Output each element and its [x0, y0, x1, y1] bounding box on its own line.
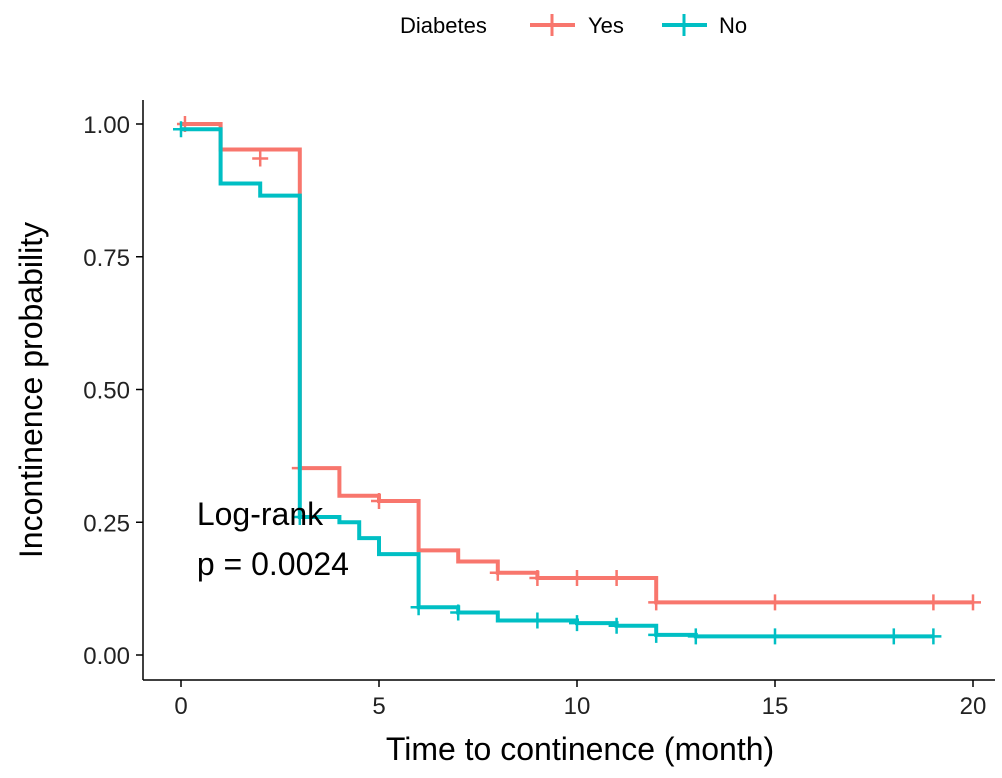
- y-tick-label: 0.50: [83, 378, 130, 405]
- censor-mark-no: [767, 628, 783, 645]
- censor-mark-yes: [608, 570, 625, 587]
- censor-mark-yes: [648, 594, 665, 611]
- x-ticks: 0 5 10 15 20: [174, 680, 986, 720]
- censor-mark-no: [410, 599, 427, 616]
- censor-mark-yes: [371, 493, 387, 510]
- censor-mark-yes: [965, 594, 981, 611]
- censor-mark-no: [173, 121, 189, 138]
- axes: [142, 100, 995, 681]
- series-yes: [176, 116, 981, 611]
- legend-title: Diabetes: [400, 13, 487, 38]
- censor-mark-yes: [925, 594, 942, 611]
- x-tick-label: 20: [960, 693, 987, 720]
- x-axis-title: Time to continence (month): [386, 731, 774, 767]
- censor-mark-yes: [489, 564, 506, 581]
- censor-mark-yes: [767, 594, 783, 611]
- legend-label-no: No: [719, 13, 747, 38]
- y-tick-label: 0.00: [83, 643, 130, 670]
- censor-mark-no: [925, 628, 942, 645]
- censor-mark-no: [608, 617, 625, 634]
- km-curve-no: [181, 127, 934, 639]
- x-tick-label: 15: [762, 693, 789, 720]
- censor-mark-no: [648, 626, 665, 643]
- censor-mark-no: [569, 615, 585, 632]
- legend: Diabetes Yes No: [400, 13, 747, 38]
- y-axis-title: Incontinence probability: [13, 222, 49, 558]
- x-tick-label: 10: [564, 693, 591, 720]
- censor-mark-no: [687, 628, 704, 645]
- x-tick-label: 5: [372, 693, 385, 720]
- censor-mark-no: [450, 604, 467, 621]
- y-tick-label: 1.00: [83, 112, 130, 139]
- y-ticks: 0.00 0.25 0.50 0.75 1.00: [83, 112, 143, 670]
- annotation-line-1: Log-rank: [197, 496, 324, 532]
- censor-mark-no: [885, 628, 902, 645]
- censor-mark-no: [529, 612, 546, 629]
- censor-mark-yes: [569, 570, 585, 587]
- series-layer: [173, 116, 981, 645]
- y-tick-label: 0.25: [83, 510, 130, 537]
- censor-mark-no: [291, 508, 308, 525]
- y-tick-label: 0.75: [83, 245, 130, 272]
- annotation-line-2: p = 0.0024: [197, 546, 349, 582]
- series-no: [173, 121, 942, 645]
- censor-mark-yes: [529, 570, 546, 587]
- x-tick-label: 0: [174, 693, 187, 720]
- logrank-annotation: Log-rank p = 0.0024: [197, 496, 349, 582]
- legend-label-yes: Yes: [588, 13, 624, 38]
- censor-mark-yes: [252, 150, 269, 167]
